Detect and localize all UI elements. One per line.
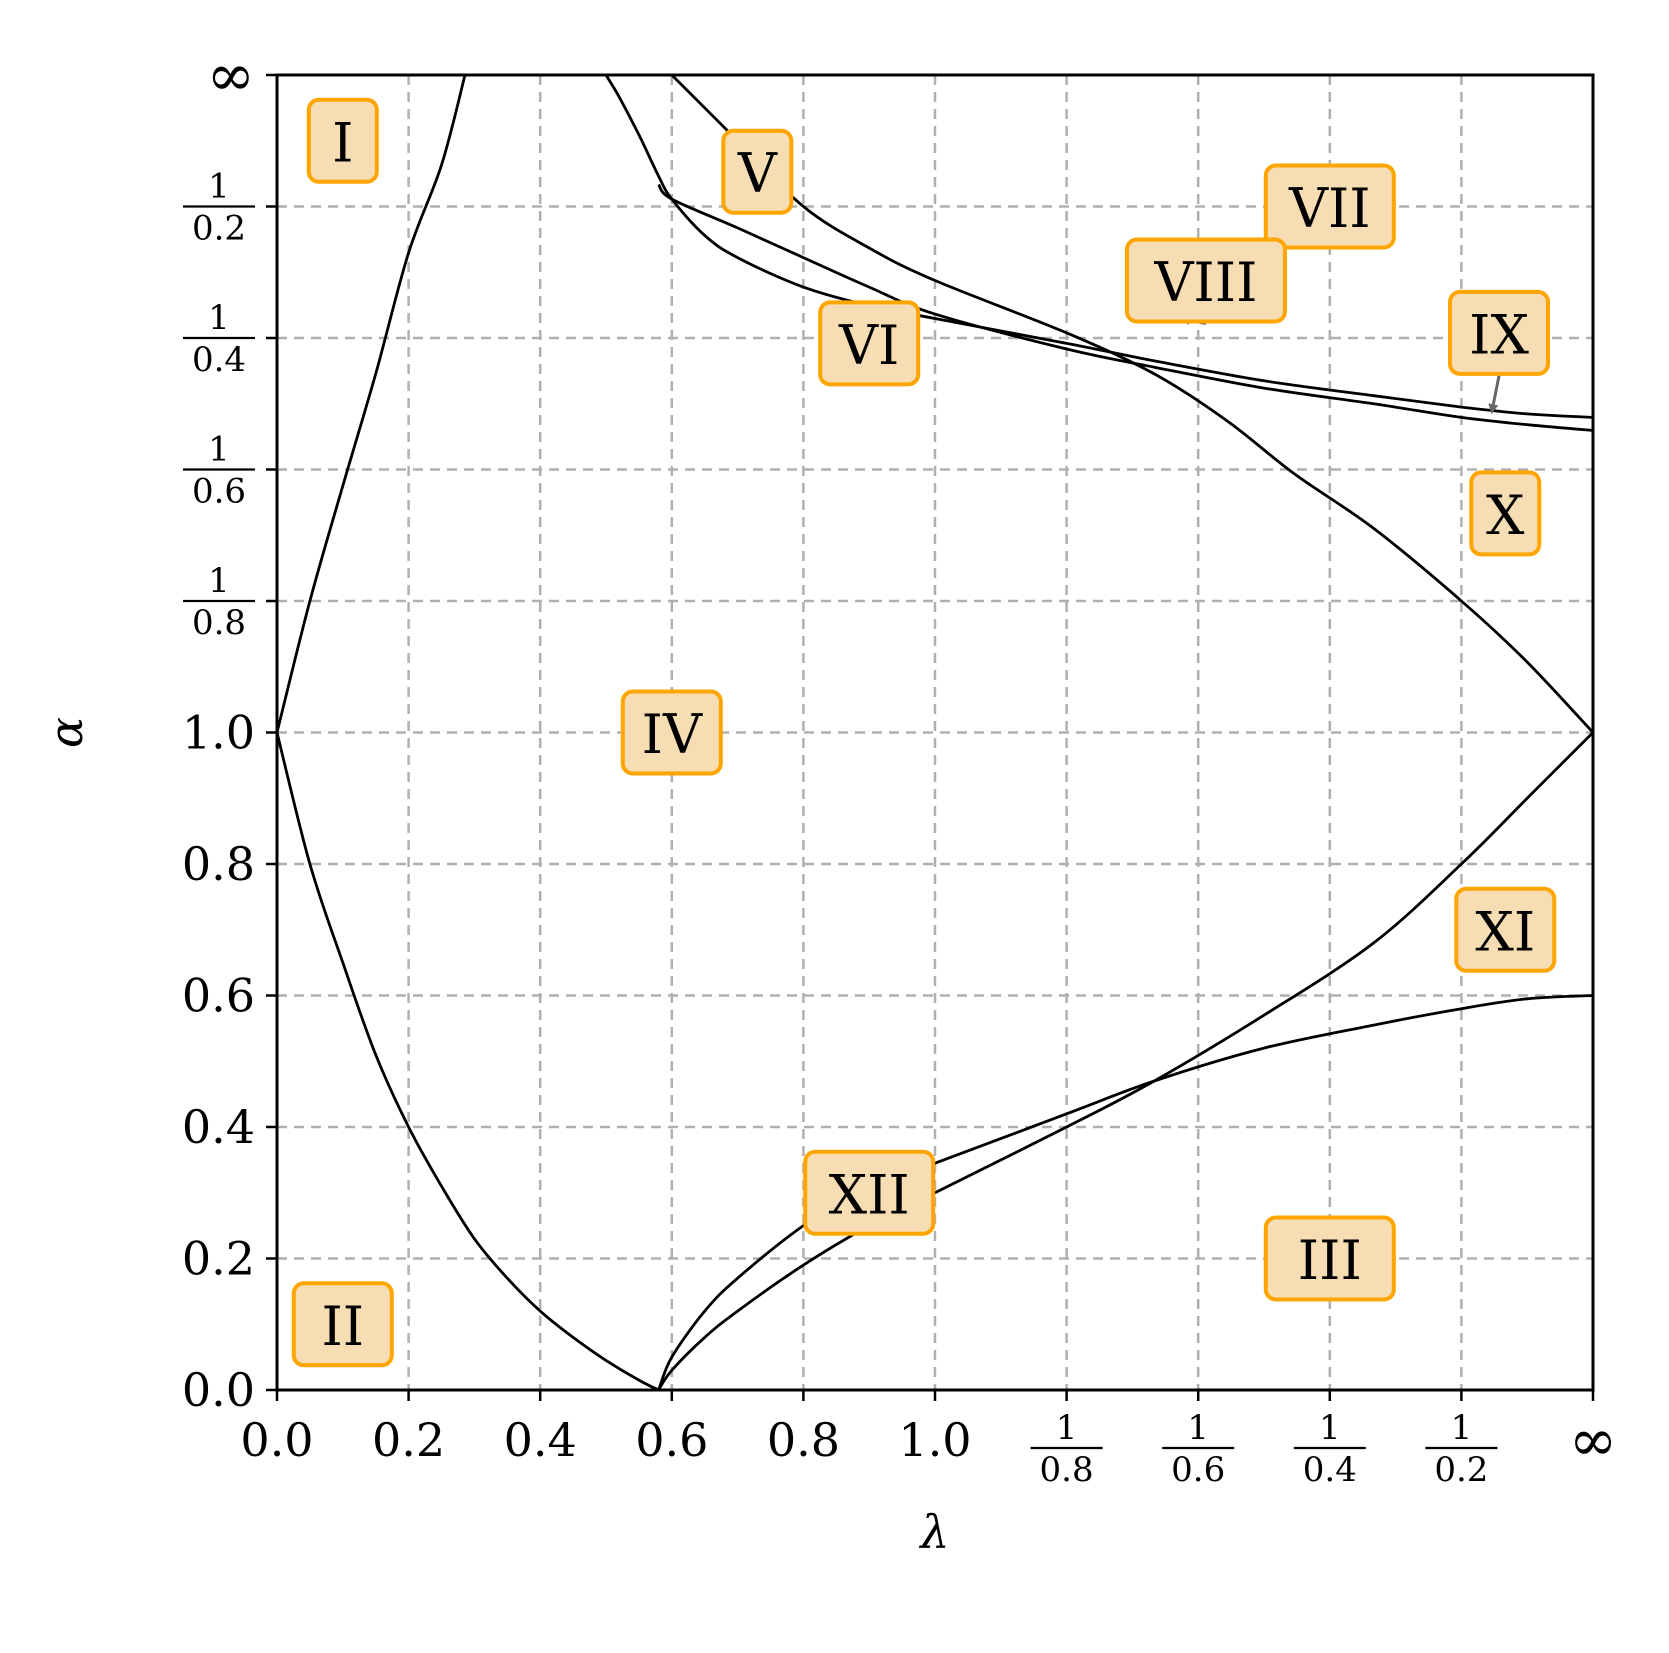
region-box-VIII xyxy=(1124,237,1287,324)
y-tick-label-3: 0.6 xyxy=(182,969,255,1023)
region-text-VII: VII xyxy=(1288,177,1371,240)
region-box-I xyxy=(306,97,379,184)
region-text-XI: XI xyxy=(1475,900,1535,963)
region-label-XI: XI xyxy=(1454,886,1557,973)
x-tick-label-3: 0.6 xyxy=(635,1413,708,1467)
y-tick-label-7-num: 1 xyxy=(208,429,230,469)
boundary-curve-5 xyxy=(657,994,1594,1391)
y-tick-label-8-num: 1 xyxy=(208,298,230,338)
curves xyxy=(275,74,1595,1392)
region-label-VI: VI xyxy=(818,300,921,387)
region-text-VIII: VIII xyxy=(1153,251,1257,314)
y-tick-label-5: 1.0 xyxy=(182,706,255,760)
region-box-X xyxy=(1469,470,1542,557)
region-label-XII: XII xyxy=(803,1149,936,1236)
y-tick-label-9-den: 0.2 xyxy=(192,209,246,249)
boundary-curve-3 xyxy=(657,183,1594,432)
x-axis-label: λ xyxy=(918,1505,949,1559)
y-axis: 0.00.20.40.60.81.010.810.610.410.2∞ xyxy=(182,41,277,1417)
region-label-VIII: VIII xyxy=(1124,237,1287,324)
y-tick-label-9-num: 1 xyxy=(208,167,230,207)
y-tick-label-7: 10.6 xyxy=(183,429,255,511)
x-tick-label-7-den: 0.6 xyxy=(1171,1450,1225,1490)
region-box-IV xyxy=(620,689,723,776)
boundary-curve-1 xyxy=(275,732,660,1392)
y-tick-label-4: 0.8 xyxy=(182,837,255,891)
region-box-VII xyxy=(1263,163,1396,250)
y-tick-label-0: 0.0 xyxy=(182,1363,255,1417)
region-text-II: II xyxy=(321,1295,364,1358)
region-label-II: II xyxy=(291,1281,394,1368)
region-label-IX: IX xyxy=(1448,289,1550,376)
y-tick-label-2: 0.4 xyxy=(182,1100,255,1154)
region-box-IX xyxy=(1448,289,1550,376)
region-box-II xyxy=(291,1281,394,1368)
region-text-IX: IX xyxy=(1469,303,1529,366)
x-tick-label-2: 0.4 xyxy=(504,1413,577,1467)
x-tick-label-9-num: 1 xyxy=(1451,1408,1473,1448)
x-tick-label-9: 10.2 xyxy=(1425,1408,1498,1490)
region-label-X: X xyxy=(1469,470,1542,557)
x-tick-label-4: 0.8 xyxy=(767,1413,840,1467)
x-tick-label-8-den: 0.4 xyxy=(1303,1450,1357,1490)
region-text-X: X xyxy=(1486,484,1525,547)
region-text-V: V xyxy=(737,142,778,205)
region-text-VI: VI xyxy=(838,314,899,377)
x-tick-label-0: 0.0 xyxy=(240,1413,313,1467)
arrow-IX xyxy=(1488,375,1501,415)
y-tick-label-6-num: 1 xyxy=(208,561,230,601)
x-tick-label-5: 1.0 xyxy=(898,1413,971,1467)
x-tick-label-6-num: 1 xyxy=(1056,1408,1078,1448)
x-tick-label-6: 10.8 xyxy=(1030,1408,1103,1490)
region-box-III xyxy=(1263,1215,1396,1302)
x-tick-label-6-den: 0.8 xyxy=(1040,1450,1094,1490)
x-tick-label-8: 10.4 xyxy=(1293,1408,1366,1490)
region-label-VII: VII xyxy=(1263,163,1396,250)
y-tick-label-6-den: 0.8 xyxy=(192,603,246,643)
x-tick-label-7-num: 1 xyxy=(1187,1408,1209,1448)
y-tick-label-8-den: 0.4 xyxy=(192,340,246,380)
y-tick-label-9: 10.2 xyxy=(183,167,255,249)
region-text-I: I xyxy=(332,111,353,174)
region-label-I: I xyxy=(306,97,379,184)
boundary-curve-0 xyxy=(275,74,467,733)
x-tick-label-7: 10.6 xyxy=(1162,1408,1235,1490)
region-label-III: III xyxy=(1263,1215,1396,1302)
region-box-XI xyxy=(1454,886,1557,973)
region-text-XII: XII xyxy=(829,1163,910,1226)
y-tick-label-10: ∞ xyxy=(207,41,255,109)
region-label-V: V xyxy=(721,128,794,215)
boundary-curve-6 xyxy=(657,731,1594,1391)
boundary-curve-4 xyxy=(670,74,1595,734)
region-box-XII xyxy=(803,1149,936,1236)
x-tick-label-1: 0.2 xyxy=(372,1413,445,1467)
x-tick-label-9-den: 0.2 xyxy=(1434,1450,1488,1490)
y-tick-label-1: 0.2 xyxy=(182,1232,255,1286)
y-tick-label-8: 10.4 xyxy=(183,298,255,380)
x-tick-label-10: ∞ xyxy=(1569,1406,1617,1474)
region-box-V xyxy=(721,128,794,215)
y-tick-label-6: 10.8 xyxy=(183,561,255,643)
x-axis: 0.0 0.2 0.4 0.6 0.8 1.0 10.810.610.410.2 ∞ xyxy=(240,1390,1617,1490)
y-axis-label: α xyxy=(39,717,93,748)
x-tick-label-8-num: 1 xyxy=(1319,1408,1341,1448)
region-text-III: III xyxy=(1298,1229,1362,1292)
region-text-IV: IV xyxy=(642,703,703,766)
region-box-VI xyxy=(818,300,921,387)
y-tick-label-7-den: 0.6 xyxy=(192,471,246,511)
region-label-IV: IV xyxy=(620,689,723,776)
